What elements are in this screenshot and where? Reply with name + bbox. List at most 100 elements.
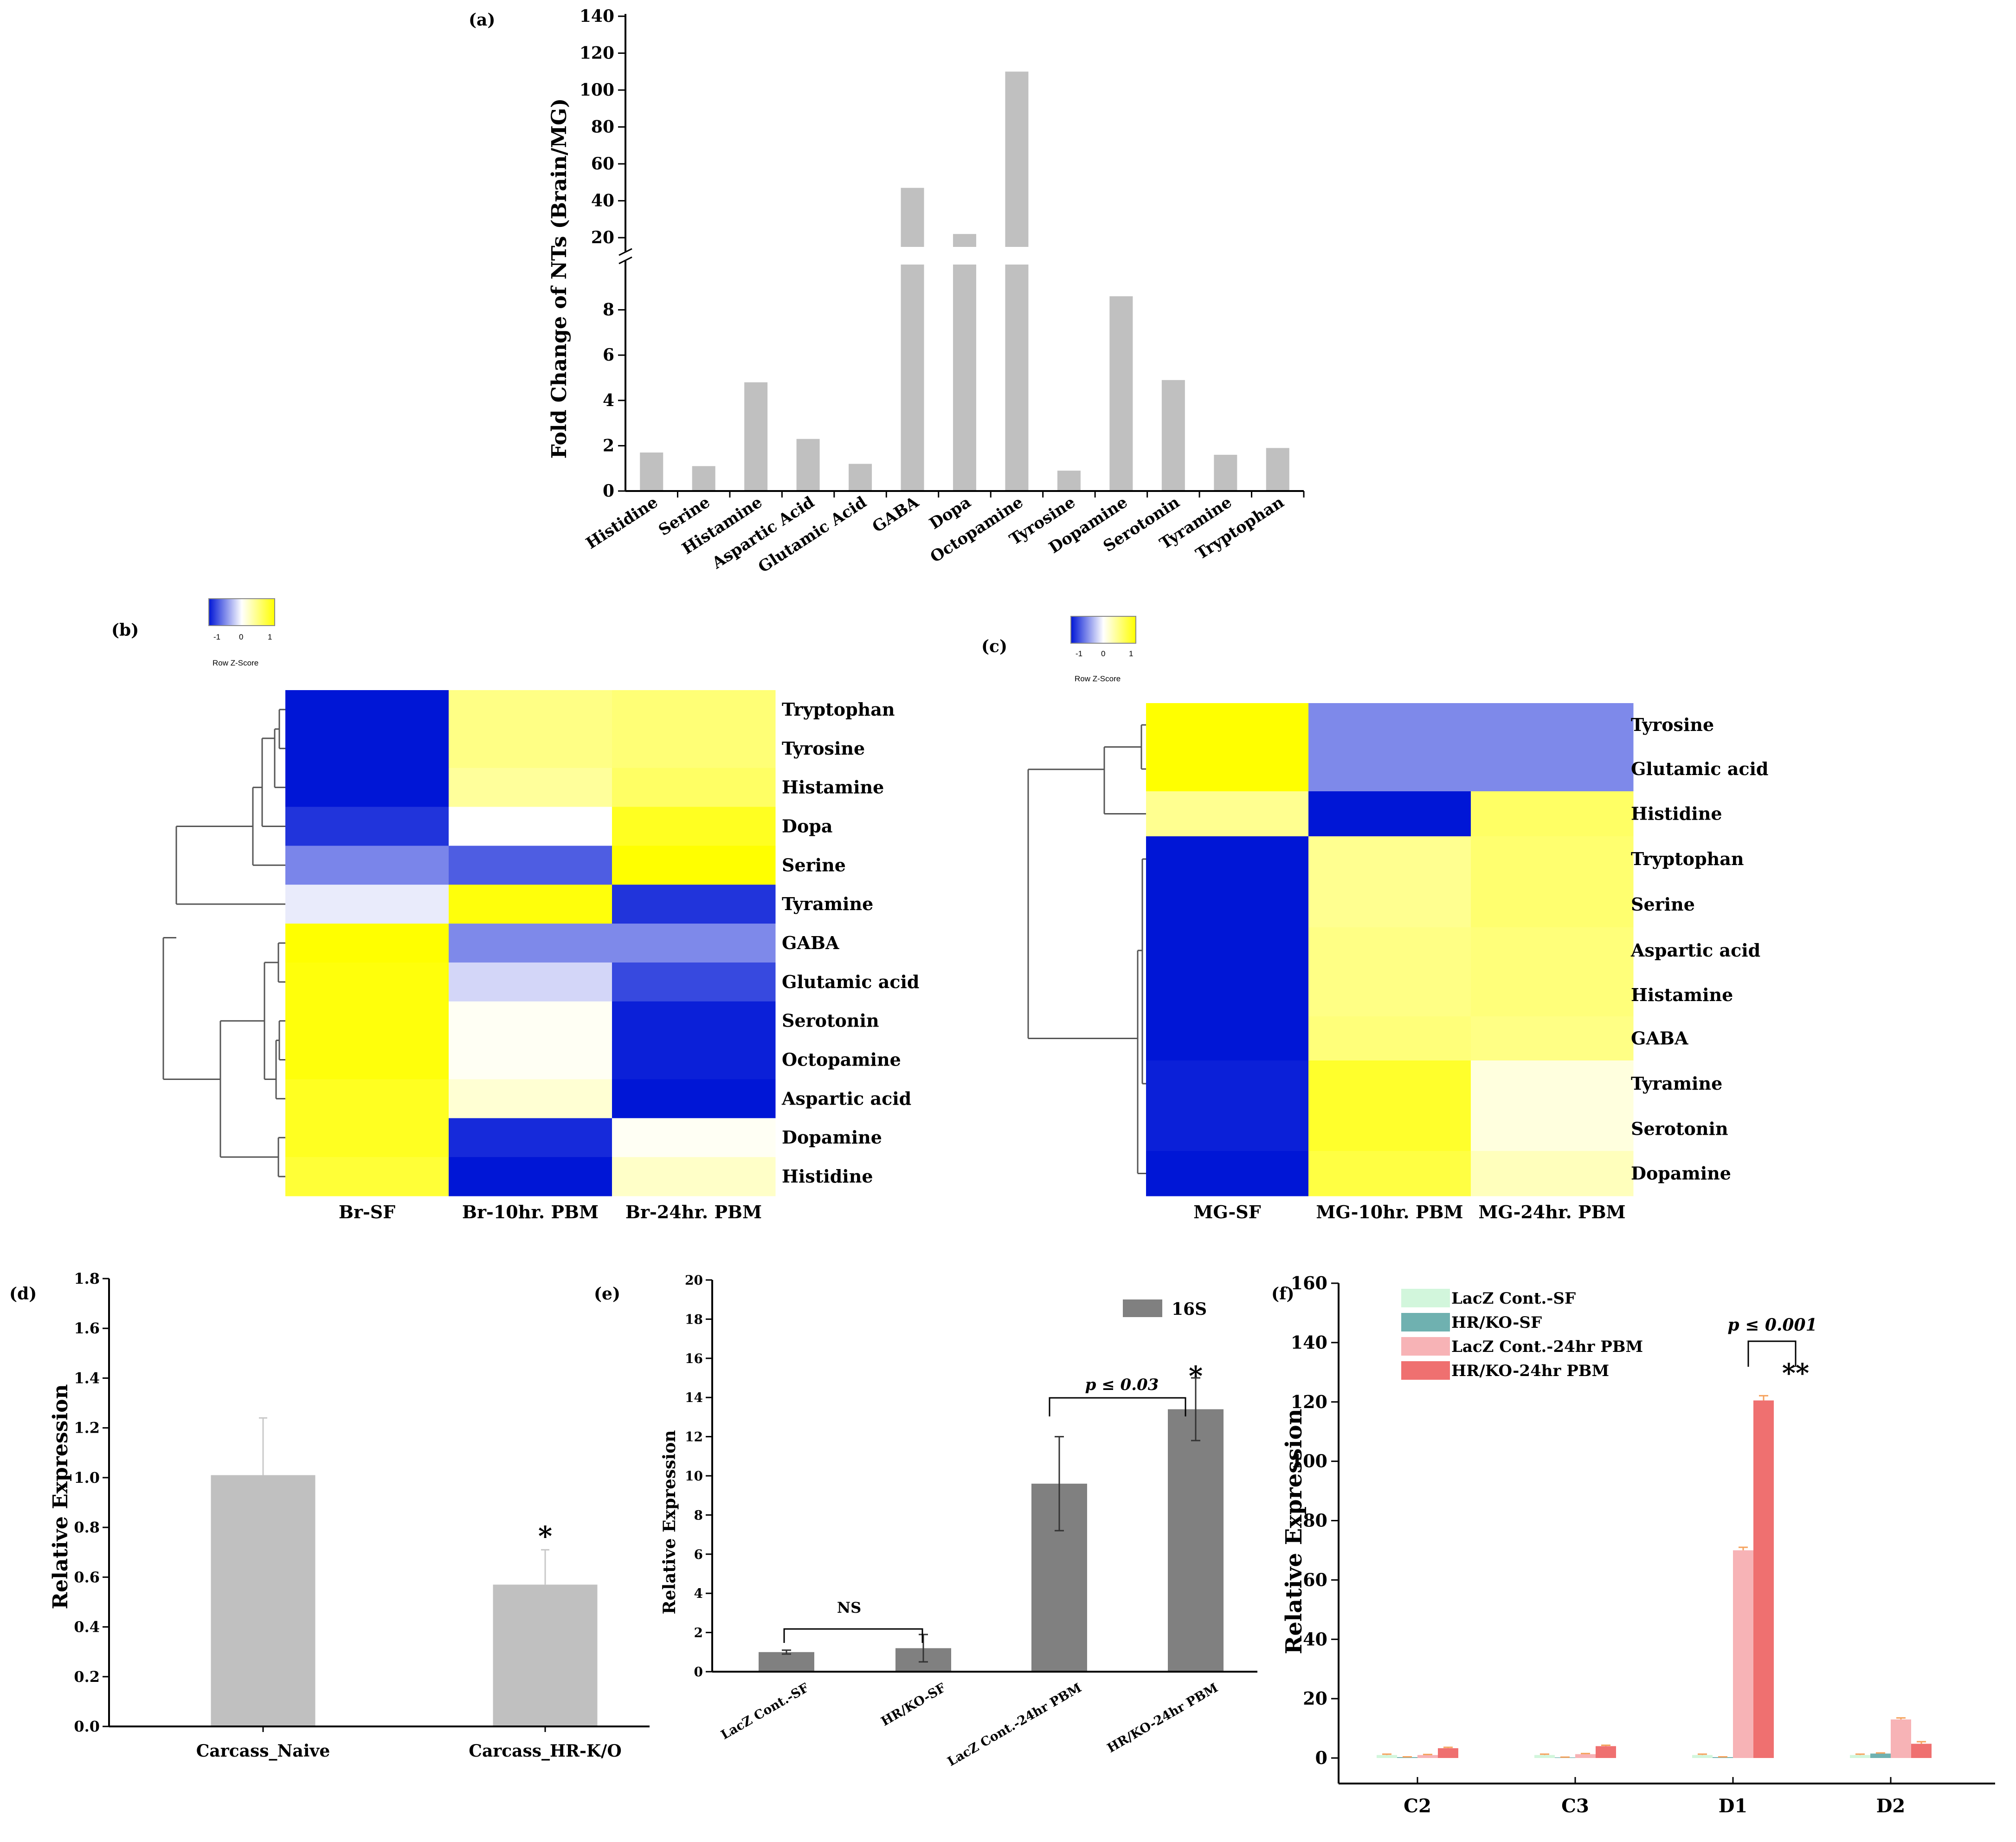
panel-c-cell-aspartic-acid-mg-24hr-pbm — [1471, 927, 1634, 974]
panel-f-ytick-120: 120 — [1291, 1391, 1327, 1412]
panel-a-ytick-80: 80 — [591, 117, 614, 137]
panel-c-col-label-mg-24hr-pbm: MG-24hr. PBM — [1478, 1202, 1625, 1222]
panel-e-legend-label: 16S — [1172, 1299, 1207, 1319]
panel-b-heatmap: -1 0 1 Row Z-Score Tryptophan Tyrosine His… — [162, 598, 919, 1222]
panel-b-cell-octopamine-br-24hr-pbm — [612, 1040, 776, 1079]
panel-e-ytick-20: 20 — [685, 1273, 703, 1288]
panel-a-ytick-120: 120 — [580, 44, 614, 63]
panel-c-col-label-mg-sf: MG-SF — [1193, 1202, 1261, 1222]
panel-a-bar-octopamine-lower — [1005, 265, 1029, 491]
panel-a-xtick-histidine: Histidine — [583, 493, 661, 553]
panel-c-row-label-gaba: GABA — [1631, 1028, 1688, 1049]
panel-b-cell-tyramine-br-sf — [285, 885, 449, 924]
panel-e-ytick-4: 4 — [694, 1586, 703, 1601]
panel-b-cell-dopa-br-sf — [285, 807, 449, 846]
panel-e-xtick-hr-ko-sf: HR/KO-SF — [879, 1680, 948, 1729]
panel-a-axis-break-mark-2 — [618, 256, 632, 265]
panel-c-cell-gaba-mg-sf — [1146, 1016, 1309, 1061]
panel-d-ytick-0-6: 0.6 — [74, 1568, 100, 1586]
panel-d-bar-carcass-naive — [211, 1475, 316, 1726]
panel-f-xtick-d2: D2 — [1876, 1795, 1906, 1817]
panel-e-ytick-16: 16 — [685, 1351, 703, 1366]
panel-b-row-label-serotonin: Serotonin — [782, 1010, 879, 1031]
panel-b-cell-tyramine-br-24hr-pbm — [612, 885, 776, 924]
panel-b-cell-histamine-br-sf — [285, 768, 449, 808]
panel-c-row-label-histidine: Histidine — [1631, 803, 1722, 824]
panel-c-cell-histidine-mg-sf — [1146, 791, 1309, 837]
panel-f-chart: Relative Expression p ≤ 0.001 ** LacZ Co… — [1281, 1273, 1995, 1817]
panel-f-xtick-c3: C3 — [1561, 1795, 1589, 1817]
panel-b-cell-tyrosine-br-24hr-pbm — [612, 729, 776, 769]
panel-b-cell-tyramine-br-10hr-pbm — [449, 885, 612, 924]
panel-a-ytick-60: 60 — [591, 154, 614, 174]
panel-c-legend-gradient — [1070, 616, 1136, 644]
panel-e-ytick-14: 14 — [685, 1390, 703, 1405]
panel-f-bar-d2-hr-ko-24hr-pbm — [1911, 1744, 1932, 1758]
panel-c-cell-histamine-mg-10hr-pbm — [1308, 974, 1471, 1017]
panel-f-ytick-80: 80 — [1303, 1510, 1327, 1531]
panel-a-ytick-20: 20 — [591, 228, 614, 247]
panel-a-bar-tyramine — [1214, 454, 1237, 491]
panel-e-ytick-6: 6 — [694, 1547, 703, 1562]
panel-b-col-label-br-10hr-pbm: Br-10hr. PBM — [462, 1202, 599, 1222]
panel-c-cell-glutamic-acid-mg-24hr-pbm — [1471, 747, 1634, 792]
panel-f-ytick-60: 60 — [1303, 1569, 1327, 1590]
panel-b-cell-histidine-br-sf — [285, 1157, 449, 1196]
panel-e-legend-swatch — [1123, 1299, 1162, 1317]
panel-b-cell-aspartic-acid-br-10hr-pbm — [449, 1079, 612, 1118]
panel-b-cell-aspartic-acid-br-sf — [285, 1079, 449, 1118]
panel-b-cell-serotonin-br-sf — [285, 1001, 449, 1041]
panel-b-cell-dopamine-br-sf — [285, 1118, 449, 1157]
panel-c-row-label-dopamine: Dopamine — [1631, 1163, 1731, 1184]
panel-b-cell-dopamine-br-10hr-pbm — [449, 1118, 612, 1157]
panel-a-bar-glutamic-acid — [849, 464, 872, 491]
panel-f-bar-c3-lacz-cont-sf — [1534, 1755, 1555, 1758]
panel-b-cell-serine-br-sf — [285, 846, 449, 885]
panel-e-bar-hr-ko-24hr-pbm — [1168, 1409, 1224, 1672]
panel-label-c: (c) — [981, 637, 1007, 656]
panel-b-cell-tryptophan-br-10hr-pbm — [449, 690, 612, 730]
panel-b-legend-tick-neg: -1 — [213, 633, 220, 641]
panel-c-row-label-tyramine: Tyramine — [1631, 1073, 1722, 1094]
panel-c-cell-gaba-mg-10hr-pbm — [1308, 1016, 1471, 1061]
panel-f-bar-c3-lacz-cont-24hr-pbm — [1575, 1754, 1596, 1758]
panel-e-ytick-2: 2 — [694, 1625, 703, 1641]
panel-d-chart: Relative Expression * Carcass_Naive Carca… — [49, 1270, 650, 1761]
panel-f-ytick-20: 20 — [1303, 1688, 1327, 1709]
panel-a-ytick-8: 8 — [603, 300, 614, 320]
panel-b-cell-histidine-br-10hr-pbm — [449, 1157, 612, 1196]
panel-b-cell-aspartic-acid-br-24hr-pbm — [612, 1079, 776, 1118]
panel-a-bar-serine — [692, 466, 715, 491]
panel-c-cell-serotonin-mg-sf — [1146, 1107, 1309, 1151]
panel-e-ytick-0: 0 — [694, 1664, 703, 1680]
panel-label-a: (a) — [469, 10, 495, 30]
panel-b-row-label-tryptophan: Tryptophan — [782, 699, 895, 720]
panel-b-row-label-dopa: Dopa — [782, 815, 833, 836]
panel-c-cell-serotonin-mg-24hr-pbm — [1471, 1107, 1634, 1151]
panel-b-row-label-tyramine: Tyramine — [782, 893, 873, 914]
panel-b-cell-glutamic-acid-br-sf — [285, 962, 449, 1002]
panel-e-annotation-p: p ≤ 0.03 — [1085, 1376, 1159, 1394]
panel-label-f: (f) — [1271, 1284, 1295, 1304]
panel-c-cell-aspartic-acid-mg-10hr-pbm — [1308, 927, 1471, 974]
panel-b-legend-gradient — [208, 598, 275, 626]
panel-a-xtick-tryptophan: Tryptophan — [1192, 493, 1288, 563]
panel-f-bar-d1-lacz-cont-24hr-pbm — [1733, 1550, 1753, 1758]
panel-c-cell-tyrosine-mg-10hr-pbm — [1308, 703, 1471, 747]
panel-f-bar-c3-hr-ko-24hr-pbm — [1596, 1746, 1616, 1758]
panel-e-ytick-12: 12 — [685, 1429, 703, 1445]
panel-c-row-label-aspartic-acid: Aspartic acid — [1630, 940, 1760, 961]
panel-f-ytick-160: 160 — [1291, 1273, 1327, 1293]
panel-c-row-label-histamine: Histamine — [1631, 984, 1733, 1005]
panel-b-cell-histamine-br-24hr-pbm — [612, 768, 776, 808]
panel-b-cell-dopa-br-10hr-pbm — [449, 807, 612, 846]
panel-a-bar-histidine — [640, 452, 663, 491]
panel-b-dendrogram — [162, 709, 285, 1177]
panel-b-legend-title: Row Z-Score — [213, 659, 258, 667]
panel-a-ytick-0: 0 — [603, 481, 614, 501]
panel-e-bracket-p — [1049, 1397, 1186, 1416]
panel-label-d: (d) — [9, 1284, 37, 1304]
panel-f-bar-d1-lacz-cont-sf — [1692, 1755, 1713, 1758]
panel-b-row-label-serine: Serine — [782, 854, 846, 875]
panel-c-col-label-mg-10hr-pbm: MG-10hr. PBM — [1316, 1202, 1463, 1222]
